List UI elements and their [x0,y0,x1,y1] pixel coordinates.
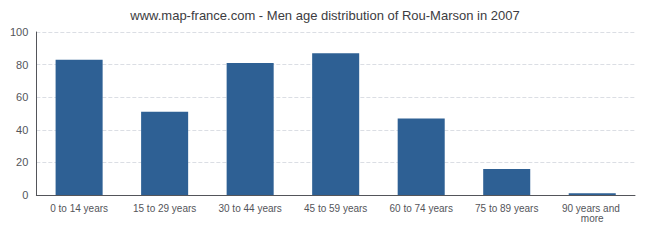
svg-text:60: 60 [16,91,28,103]
svg-text:0: 0 [22,189,28,201]
svg-text:0 to 14 years: 0 to 14 years [50,203,108,214]
svg-text:80: 80 [16,59,28,71]
svg-text:75 to 89 years: 75 to 89 years [475,203,538,214]
svg-text:more: more [581,213,604,224]
svg-text:90 years and: 90 years and [561,202,623,214]
svg-text:15 to 29 years: 15 to 29 years [133,203,196,214]
svg-text:30 to 44 years: 30 to 44 years [218,203,281,214]
svg-text:www.map-france.com - Men age d: www.map-france.com - Men age distributio… [129,8,519,23]
svg-text:60 to 74 years: 60 to 74 years [390,203,453,214]
svg-text:100: 100 [10,26,28,38]
svg-text:45 to 59 years: 45 to 59 years [304,203,367,214]
svg-text:40: 40 [16,124,28,136]
svg-text:20: 20 [16,156,28,168]
